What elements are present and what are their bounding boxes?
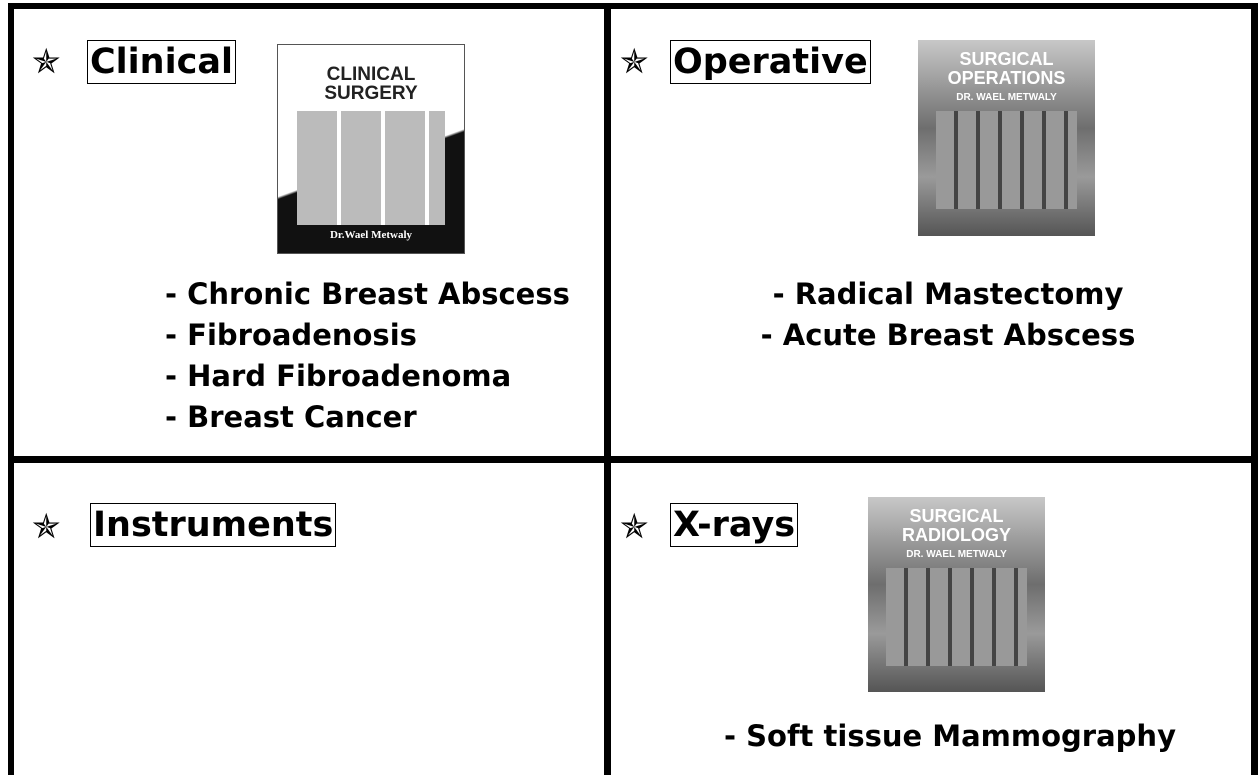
book-cover: SURGICAL RADIOLOGY DR. WAEL METWALY — [868, 497, 1045, 692]
item-list: - Radical Mastectomy - Acute Breast Absce… — [700, 274, 1196, 356]
cover-title: CLINICAL SURGERY — [324, 64, 418, 104]
item-list: - Chronic Breast Abscess - Fibroadenosis -… — [165, 274, 570, 438]
list-item: - Acute Breast Abscess — [760, 318, 1136, 352]
list-item: - Fibroadenosis — [165, 318, 417, 352]
star-icon: ✯ — [32, 42, 61, 82]
divider-horizontal — [8, 456, 1258, 463]
border-left — [8, 3, 14, 775]
list-item: - Soft tissue Mammography — [724, 719, 1176, 753]
star-icon: ✯ — [620, 42, 649, 82]
heading: X-rays — [670, 503, 799, 547]
cover-image — [935, 111, 1078, 209]
cover-author: Dr.Wael Metwaly — [329, 229, 413, 241]
cover-author: DR. WAEL METWALY — [956, 92, 1057, 103]
border-right — [1251, 3, 1258, 775]
book-cover: SURGICAL OPERATIONS DR. WAEL METWALY — [918, 40, 1095, 236]
divider-vertical — [604, 3, 611, 775]
heading: Clinical — [87, 40, 236, 84]
heading: Instruments — [90, 503, 337, 547]
border-top — [8, 3, 1258, 9]
cover-title: SURGICAL RADIOLOGY — [901, 506, 1011, 545]
list-item: - Hard Fibroadenoma — [165, 359, 512, 393]
cover-image — [296, 111, 446, 226]
list-item: - Chronic Breast Abscess — [165, 277, 570, 311]
list-item: - Breast Cancer — [165, 400, 417, 434]
star-icon: ✯ — [620, 507, 649, 547]
heading: Operative — [670, 40, 871, 84]
item-list: - Soft tissue Mammography — [724, 716, 1176, 757]
list-item: - Radical Mastectomy — [772, 277, 1124, 311]
book-cover: CLINICAL SURGERY Dr.Wael Metwaly — [277, 44, 465, 254]
cover-title: SURGICAL OPERATIONS — [947, 49, 1066, 88]
star-icon: ✯ — [32, 507, 61, 547]
cover-image — [885, 568, 1028, 666]
cover-author: DR. WAEL METWALY — [906, 549, 1007, 560]
